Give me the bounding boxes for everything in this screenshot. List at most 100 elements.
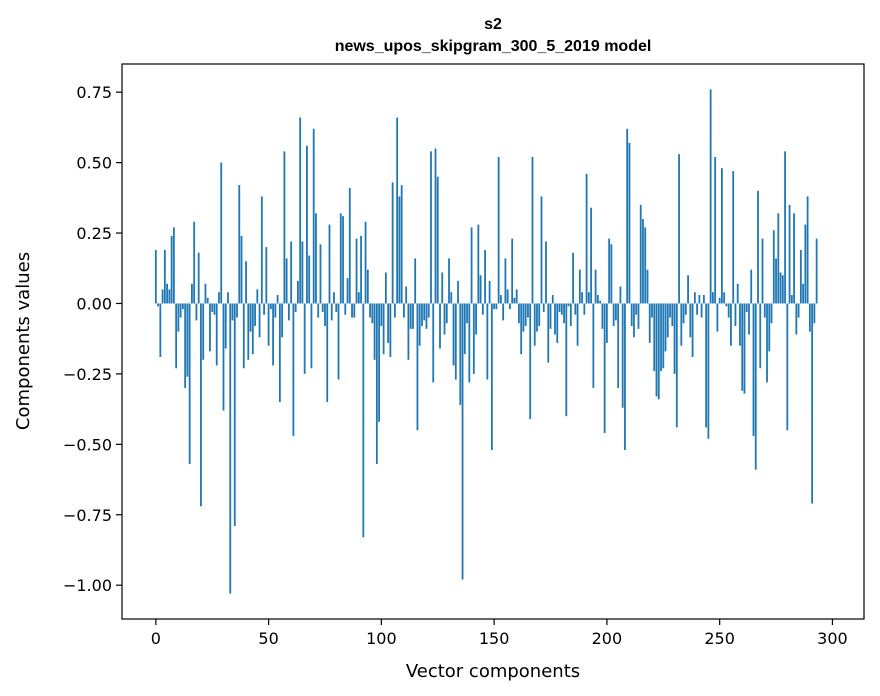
bar <box>642 218 644 304</box>
bar <box>551 295 554 304</box>
bar <box>439 303 441 349</box>
bar <box>603 303 606 434</box>
x-tick-label: 50 <box>258 629 278 648</box>
bar <box>655 303 658 397</box>
bar <box>680 303 683 346</box>
bar <box>218 292 220 304</box>
bar <box>662 303 665 369</box>
bar <box>644 227 647 304</box>
bar <box>443 303 446 335</box>
bar <box>445 303 448 324</box>
bar <box>294 303 297 312</box>
chart-title: s2 <box>484 16 502 33</box>
bar <box>741 303 744 391</box>
bar <box>344 303 347 315</box>
bar <box>736 283 739 304</box>
bar <box>707 303 710 439</box>
bar <box>743 303 746 394</box>
bar <box>696 303 698 315</box>
bar <box>678 154 680 304</box>
bar <box>242 303 245 369</box>
bar <box>608 238 611 304</box>
bar <box>421 303 423 327</box>
bar <box>734 303 737 327</box>
bar <box>601 303 604 329</box>
bar <box>175 303 178 369</box>
bar <box>459 303 462 405</box>
bar <box>486 303 489 380</box>
bar <box>324 303 326 327</box>
bar <box>454 303 457 380</box>
bar <box>730 303 732 346</box>
bar <box>405 286 408 304</box>
bar <box>596 295 599 304</box>
bar <box>651 303 653 318</box>
bar <box>673 303 676 374</box>
bar <box>283 151 286 304</box>
bar <box>172 227 175 304</box>
bar <box>533 303 536 346</box>
bar <box>380 303 383 327</box>
x-tick-label: 0 <box>151 629 161 648</box>
bar <box>639 204 642 304</box>
bar <box>637 303 640 329</box>
bar <box>702 295 705 304</box>
bar <box>398 196 401 304</box>
bar <box>200 303 202 507</box>
x-tick-label: 300 <box>817 629 848 648</box>
bar <box>412 303 414 329</box>
bar <box>326 303 329 403</box>
bar <box>513 297 516 304</box>
bar <box>732 171 735 304</box>
bar <box>709 89 712 304</box>
bar <box>224 303 227 349</box>
bar <box>373 303 376 360</box>
bar <box>382 303 385 355</box>
y-tick-label: 0.50 <box>76 154 112 173</box>
bar <box>484 249 486 304</box>
bar <box>684 303 687 315</box>
bar <box>179 303 182 318</box>
bar <box>177 303 180 332</box>
y-tick-label: −0.25 <box>63 365 112 384</box>
bar <box>628 142 631 304</box>
bar <box>572 252 574 304</box>
bar <box>493 303 496 310</box>
bar <box>531 156 534 304</box>
bar-series <box>154 89 818 594</box>
bar <box>166 283 168 304</box>
bar <box>549 303 552 329</box>
bar <box>346 278 349 304</box>
bar <box>389 303 392 357</box>
bar <box>427 303 430 318</box>
bar <box>472 303 475 374</box>
bar <box>434 148 437 304</box>
bar <box>497 156 500 304</box>
plot-frame <box>121 63 865 620</box>
bar <box>260 196 263 304</box>
bar <box>691 303 694 357</box>
bar <box>558 303 561 312</box>
bar <box>612 303 615 327</box>
bar <box>396 117 399 304</box>
x-tick-label: 250 <box>704 629 735 648</box>
bar <box>666 303 669 338</box>
bar <box>457 280 459 304</box>
x-tick-label: 150 <box>479 629 510 648</box>
bar <box>269 303 272 310</box>
bar <box>664 303 667 352</box>
bar <box>592 303 595 388</box>
bar <box>599 300 602 304</box>
bar <box>520 303 523 355</box>
bar <box>452 303 455 366</box>
bar <box>206 297 209 304</box>
bar <box>310 303 313 369</box>
bar <box>362 303 365 538</box>
bar <box>416 303 419 431</box>
bar <box>671 303 674 327</box>
bar <box>772 230 775 304</box>
bar <box>527 303 529 318</box>
bar <box>249 303 252 332</box>
bar <box>423 303 426 321</box>
